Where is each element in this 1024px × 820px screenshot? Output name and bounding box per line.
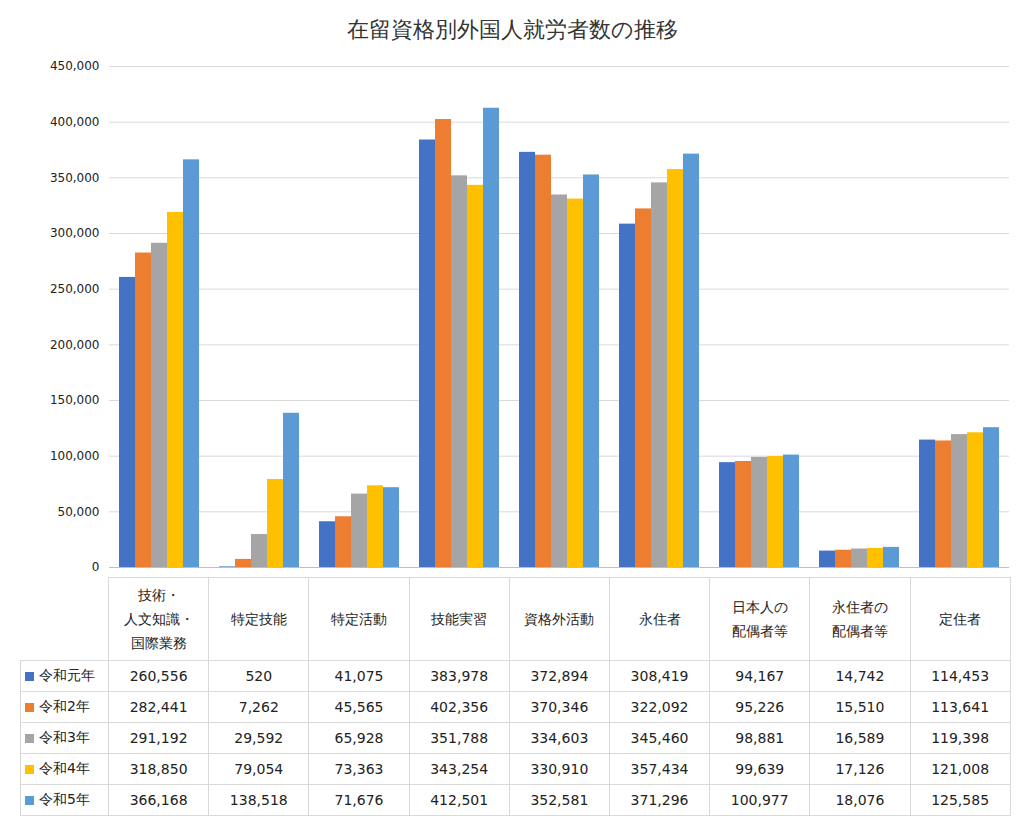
html-text:114,453: 114,453	[931, 668, 989, 684]
html-text:366,168: 366,168	[129, 792, 188, 808]
html-text:98,881: 98,881	[735, 730, 785, 746]
svg-text:400,000: 400,000	[50, 115, 100, 129]
html-text:119,398: 119,398	[931, 730, 989, 746]
html-text:94,167: 94,167	[735, 668, 785, 684]
html-text:330,910: 330,910	[530, 761, 589, 777]
html-text:日本人の 配偶者等: 日本人の 配偶者等	[731, 599, 788, 639]
html-text:260,556: 260,556	[129, 668, 188, 684]
html-text:65,928: 65,928	[334, 730, 384, 746]
svg-text:300,000: 300,000	[50, 226, 100, 240]
html-text:95,226: 95,226	[735, 699, 785, 715]
html-text:令和5年: 令和5年	[39, 791, 90, 807]
html-text:41,075: 41,075	[334, 668, 384, 684]
html-text:技術・ 人文知識・ 国際業務: 技術・ 人文知識・ 国際業務	[123, 587, 194, 651]
html-text:282,441: 282,441	[129, 699, 188, 715]
html-text:352,581: 352,581	[530, 792, 589, 808]
html-text:351,788: 351,788	[430, 730, 489, 746]
html-text:永住者の 配偶者等: 永住者の 配偶者等	[831, 599, 888, 639]
svg-text:250,000: 250,000	[50, 282, 100, 296]
html-text:121,008: 121,008	[931, 761, 989, 777]
html-text:令和3年: 令和3年	[39, 729, 90, 745]
html-text:定住者: 定住者	[939, 611, 982, 627]
svg-text:200,000: 200,000	[50, 338, 100, 352]
html-text:令和2年: 令和2年	[39, 698, 90, 714]
html-text:343,254: 343,254	[430, 761, 489, 777]
svg-text:350,000: 350,000	[50, 171, 100, 185]
html-text:138,518: 138,518	[229, 792, 288, 808]
html-text:令和元年: 令和元年	[39, 667, 95, 683]
html-text:357,434: 357,434	[630, 761, 689, 777]
html-text:125,585: 125,585	[931, 792, 989, 808]
html-text:322,092: 322,092	[630, 699, 689, 715]
html-text:令和4年: 令和4年	[39, 760, 90, 776]
html-text:在留資格別外国人就労者数の推移: 在留資格別外国人就労者数の推移	[346, 17, 678, 42]
html-text:100,977: 100,977	[730, 792, 789, 808]
html-text:17,126: 17,126	[835, 761, 885, 777]
html-text:412,501: 412,501	[430, 792, 489, 808]
html-text:73,363: 73,363	[334, 761, 384, 777]
svg-text:0: 0	[92, 560, 100, 574]
html-text:371,296: 371,296	[630, 792, 689, 808]
html-text:345,460: 345,460	[630, 730, 689, 746]
html-text:370,346: 370,346	[530, 699, 589, 715]
html-text:永住者: 永住者	[638, 611, 681, 627]
html-text:技能実習: 技能実習	[431, 611, 488, 627]
html-text:79,054: 79,054	[234, 761, 284, 777]
html-text:16,589: 16,589	[835, 730, 885, 746]
html-text:45,565: 45,565	[334, 699, 384, 715]
html-text:7,262: 7,262	[238, 699, 279, 715]
html-text:291,192: 291,192	[129, 730, 188, 746]
html-text:18,076: 18,076	[835, 792, 885, 808]
html-text:特定活動: 特定活動	[331, 611, 387, 627]
html-text:99,639: 99,639	[735, 761, 785, 777]
html-text:372,894: 372,894	[530, 668, 589, 684]
svg-text:450,000: 450,000	[50, 59, 100, 73]
html-text:113,641: 113,641	[931, 699, 989, 715]
html-text:14,742: 14,742	[835, 668, 885, 684]
svg-text:50,000: 50,000	[58, 505, 100, 519]
html-text:資格外活動: 資格外活動	[524, 611, 595, 627]
html-text:15,510: 15,510	[835, 699, 885, 715]
html-text:402,356: 402,356	[430, 699, 489, 715]
html-text:383,978: 383,978	[430, 668, 489, 684]
html-text:318,850: 318,850	[129, 761, 188, 777]
html-text:29,592: 29,592	[234, 730, 284, 746]
html-text:308,419: 308,419	[630, 668, 689, 684]
html-text:520: 520	[245, 668, 273, 684]
svg-text:100,000: 100,000	[50, 449, 100, 463]
svg-text:150,000: 150,000	[50, 393, 100, 407]
html-text:334,603: 334,603	[530, 730, 589, 746]
html-text:71,676: 71,676	[334, 792, 384, 808]
html-text:特定技能: 特定技能	[230, 611, 287, 627]
